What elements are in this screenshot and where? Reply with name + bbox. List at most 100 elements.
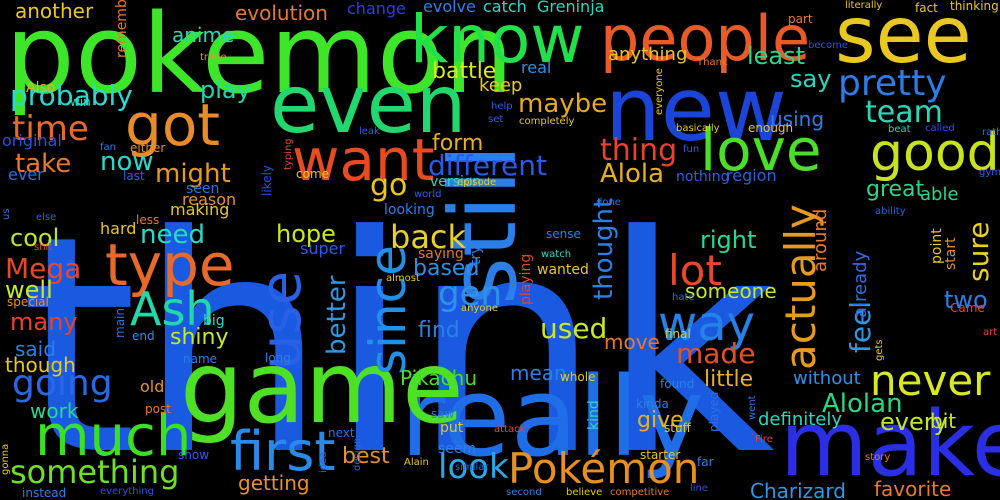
word-want: want	[292, 126, 434, 194]
word-ever: ever	[8, 165, 44, 184]
word-hope: hope	[276, 220, 336, 248]
word-making: making	[170, 200, 229, 219]
word-maybe: maybe	[518, 89, 607, 119]
word-might: might	[155, 159, 231, 189]
word-charizard: Charizard	[750, 479, 846, 500]
word-rather: rather	[982, 127, 1000, 138]
word-almost: almost	[386, 273, 420, 284]
word-beat: beat	[888, 124, 911, 135]
word-something: something	[10, 453, 179, 491]
word-region: region	[726, 166, 777, 185]
word-seen: seen	[186, 181, 219, 197]
word-mega: Mega	[5, 252, 81, 285]
word-completely: completely	[519, 116, 574, 127]
word-find: find	[418, 318, 460, 343]
word-use: use	[249, 271, 314, 370]
word-looking: looking	[384, 202, 435, 218]
word-every: every	[880, 408, 948, 436]
word-least: least	[747, 42, 805, 70]
word-sure: sure	[962, 222, 995, 282]
word-never: never	[870, 356, 991, 405]
word-new: new	[605, 58, 787, 161]
word-catch: catch	[483, 0, 527, 16]
word-pikachu: Pikachu	[400, 366, 477, 390]
word-us: us	[1, 208, 12, 220]
word-based: based	[413, 256, 479, 281]
word-shiny: shiny	[170, 325, 228, 350]
word-made: made	[676, 337, 755, 370]
word-really: really	[400, 353, 704, 481]
word-name: name	[183, 352, 217, 366]
word-played: played	[707, 392, 721, 432]
word-work: work	[30, 399, 79, 423]
word-kind: kind	[586, 400, 602, 430]
word-pokemon: pokemon	[5, 0, 514, 118]
word-gets: gets	[874, 339, 885, 361]
word-go: go	[370, 168, 407, 203]
word-fun: fun	[683, 144, 699, 155]
word-idea: idea	[318, 452, 329, 473]
word-kinda: kinda	[636, 397, 669, 411]
word-post: post	[145, 402, 171, 416]
word-many: many	[10, 308, 78, 336]
word-now: now	[100, 147, 154, 177]
word-still: still	[430, 144, 537, 305]
word-actually: actually	[776, 204, 825, 370]
word-different: different	[428, 149, 547, 182]
word-battle: battle	[432, 59, 496, 84]
word-believe: believe	[566, 487, 602, 498]
word-watch: watch	[541, 249, 571, 260]
word-ash: Ash	[130, 282, 215, 336]
word-literally: literally	[845, 0, 882, 11]
word-called: called	[925, 123, 955, 134]
word-favorite: favorite	[874, 477, 951, 500]
word-hate: hate	[672, 292, 695, 303]
word-long: long	[265, 351, 291, 365]
word-without: without	[793, 368, 861, 389]
word-type: type	[105, 231, 235, 299]
word-saw: saw	[431, 407, 455, 421]
word-put: put	[440, 420, 464, 436]
word-need: need	[140, 220, 205, 250]
word-play: play	[200, 76, 251, 104]
word-see: see	[835, 0, 972, 81]
word-little: little	[704, 367, 753, 392]
word-alola: Alola	[600, 159, 664, 189]
word-look: look	[438, 447, 509, 487]
word-done: done	[596, 197, 621, 208]
word-getting: getting	[238, 471, 310, 495]
word-saying: saying	[418, 246, 464, 262]
word-set: set	[488, 114, 503, 125]
word-say: say	[790, 65, 831, 93]
word-anime: anime	[172, 23, 234, 47]
word-typing: typing	[283, 138, 294, 170]
word-reason: reason	[182, 190, 236, 209]
word-starter: starter	[640, 448, 680, 462]
word-instead: instead	[22, 486, 66, 500]
word-right: right	[700, 226, 756, 254]
word-lot: lot	[668, 246, 722, 295]
word-stuff: stuff	[664, 421, 692, 435]
word-make: make	[780, 392, 1000, 497]
word-take: take	[15, 149, 71, 179]
word-also: Also	[26, 80, 55, 96]
word-similar: similar	[455, 462, 489, 473]
word-episode: episode	[457, 177, 496, 188]
word-move: move	[604, 330, 660, 354]
word-final: final	[665, 327, 691, 341]
word-fan: fan	[100, 142, 116, 153]
word-another: another	[15, 0, 94, 23]
word-people: people	[600, 2, 810, 75]
word-much: much	[35, 404, 191, 469]
word-likely: likely	[260, 165, 274, 196]
word-pretty: pretty	[838, 63, 947, 104]
word-gen: gen	[438, 274, 502, 314]
word-since: since	[359, 245, 417, 375]
word-well: well	[5, 276, 53, 304]
word-super: super	[300, 239, 345, 258]
word-enough: enough	[748, 121, 793, 135]
word-trade: trade	[200, 52, 227, 63]
word-mean: mean	[510, 361, 567, 385]
